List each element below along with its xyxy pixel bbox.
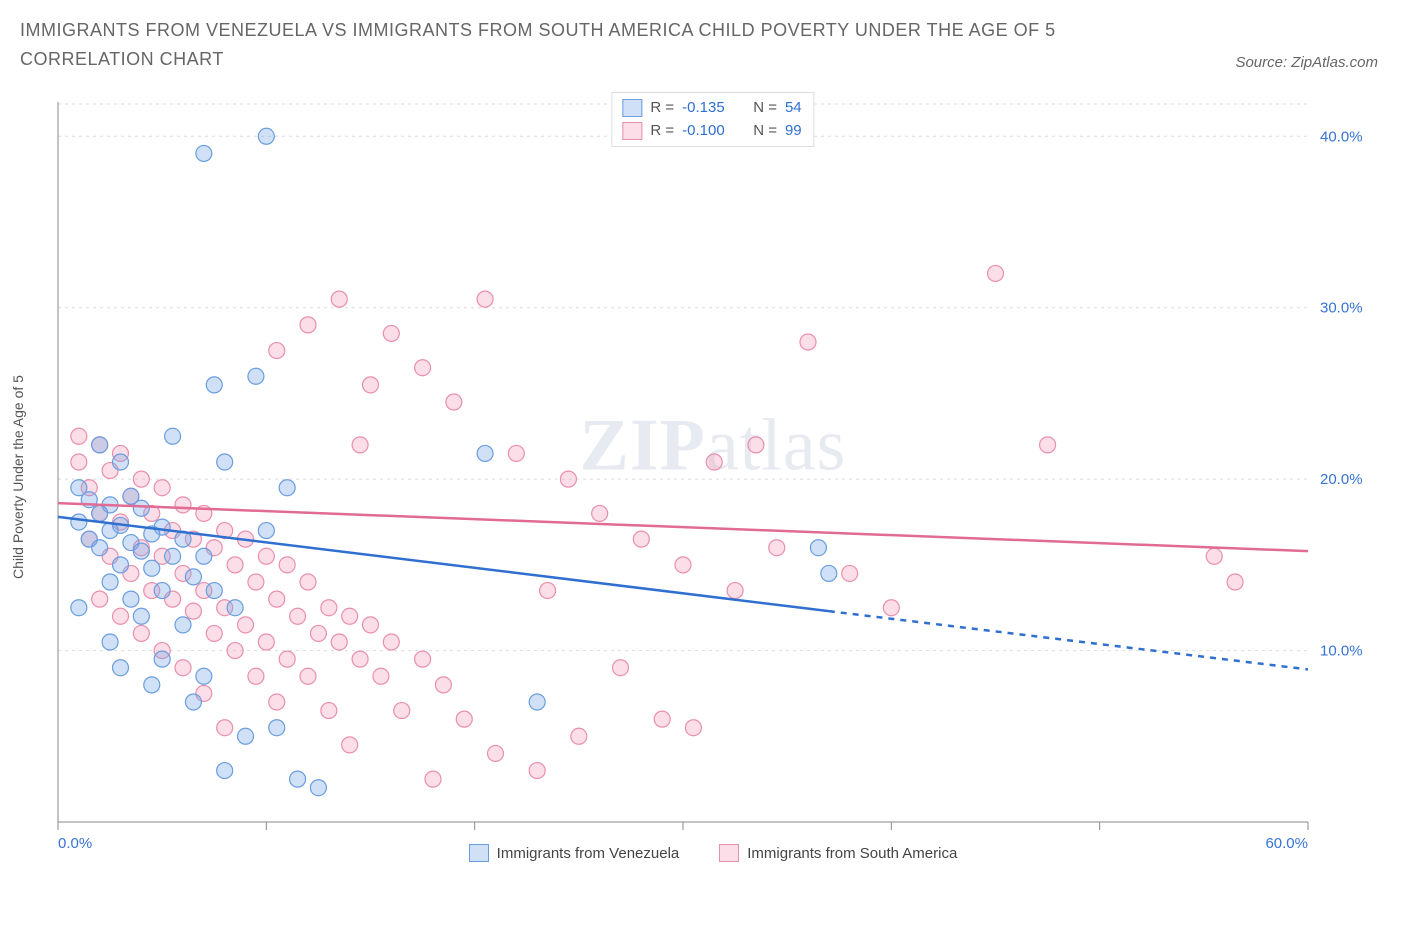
chart-title: IMMIGRANTS FROM VENEZUELA VS IMMIGRANTS … [20,16,1120,74]
swatch-venezuela [622,99,642,117]
swatch-south-america [622,122,642,140]
plot-svg: 10.0%20.0%30.0%40.0%0.0%60.0% [48,92,1378,862]
n-value-south-america: 99 [785,120,802,143]
r-value-south-america: -0.100 [682,120,725,143]
y-axis-label: Child Poverty Under the Age of 5 [10,375,26,579]
swatch-south-america-icon [719,844,739,862]
n-value-venezuela: 54 [785,97,802,120]
swatch-venezuela-icon [469,844,489,862]
svg-text:40.0%: 40.0% [1320,128,1363,145]
scatter-chart: Child Poverty Under the Age of 5 ZIPatla… [48,92,1378,862]
legend-row-south-america: R = -0.100 N = 99 [622,120,801,143]
svg-text:10.0%: 10.0% [1320,643,1363,660]
legend-row-venezuela: R = -0.135 N = 54 [622,97,801,120]
series-legend: Immigrants from Venezuela Immigrants fro… [48,844,1378,862]
legend-item-south-america: Immigrants from South America [719,844,957,862]
source-attribution: Source: ZipAtlas.com [1235,54,1378,71]
svg-text:30.0%: 30.0% [1320,300,1363,317]
legend-item-venezuela: Immigrants from Venezuela [469,844,680,862]
r-value-venezuela: -0.135 [682,97,725,120]
svg-text:20.0%: 20.0% [1320,471,1363,488]
correlation-legend: R = -0.135 N = 54 R = -0.100 N = 99 [611,92,814,147]
